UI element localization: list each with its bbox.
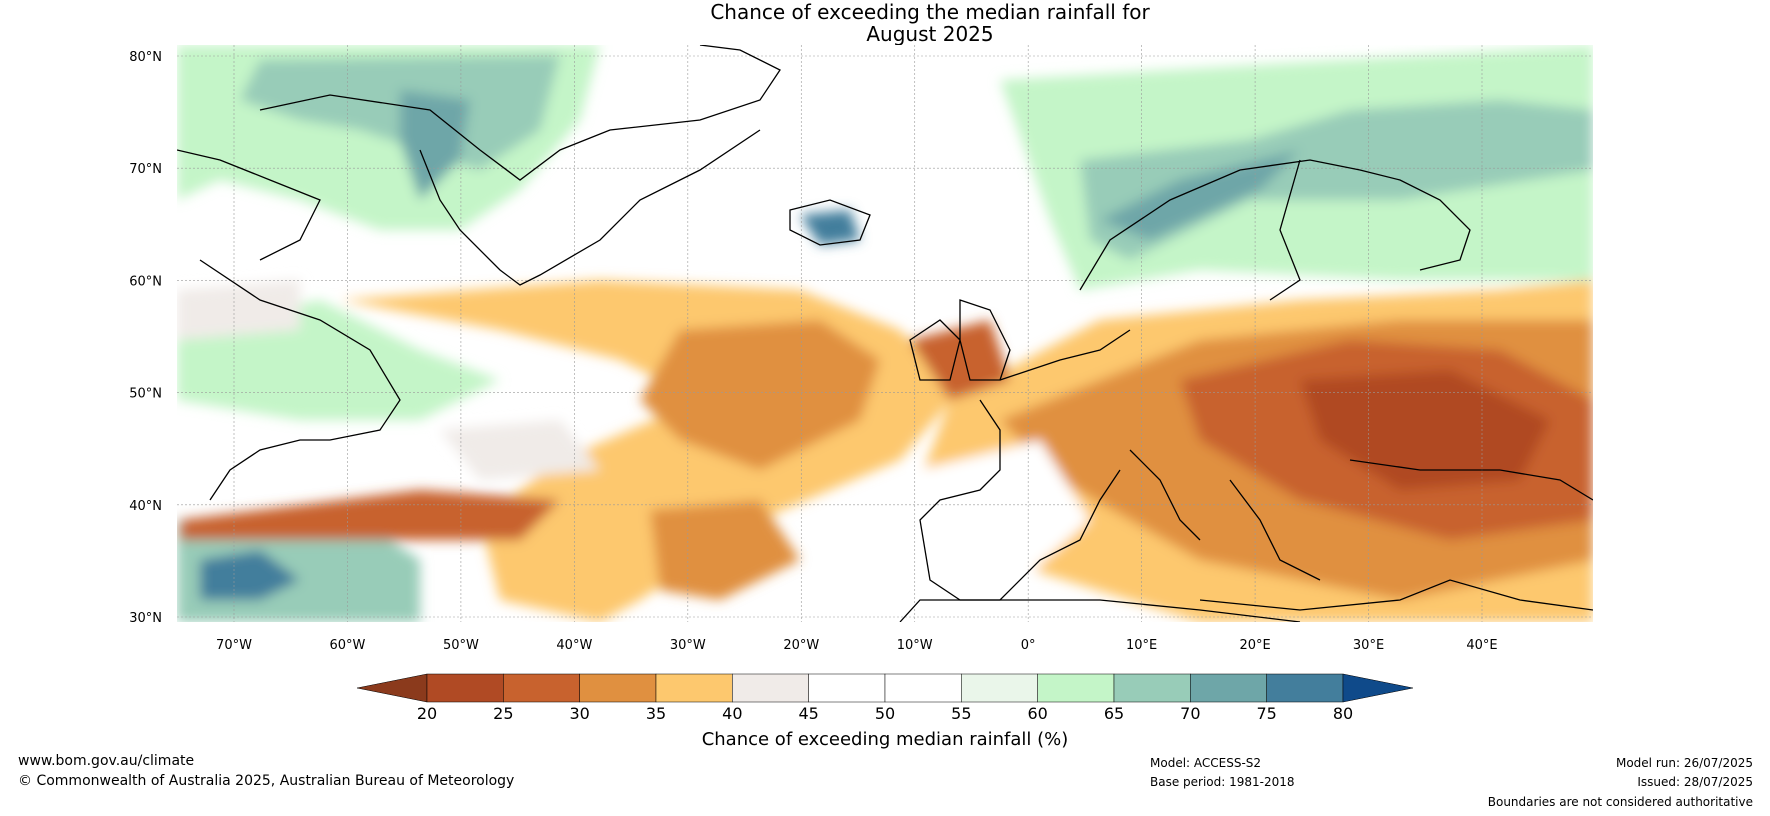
colorbar-segment — [503, 673, 580, 703]
colorbar-tick-label: 25 — [493, 704, 513, 723]
colorbar-segment — [961, 673, 1038, 703]
colorbar-extend-high — [1342, 673, 1414, 703]
wet-region-norway-deep — [1100, 150, 1300, 240]
longitude-label: 30°E — [1353, 638, 1384, 653]
colorbar-segment — [732, 673, 809, 703]
longitude-label: 20°W — [783, 638, 819, 653]
longitude-label: 40°E — [1466, 638, 1497, 653]
neutral-region-north-atlantic — [177, 280, 300, 340]
footer-copyright: © Commonwealth of Australia 2025, Austra… — [18, 773, 515, 789]
colorbar-segment — [426, 673, 504, 703]
longitude-label: 20°E — [1239, 638, 1270, 653]
longitude-label: 50°W — [443, 638, 479, 653]
coastlines — [177, 45, 1593, 622]
labrador-coastline — [199, 259, 401, 501]
colorbar-tick-label: 75 — [1256, 704, 1276, 723]
dry-region-atlantic-core — [640, 320, 880, 470]
latitude-labels: 80°N 70°N 60°N 50°N 40°N 30°N — [129, 50, 162, 626]
wet-region-iceland — [800, 210, 860, 245]
colorbar: 20 25 30 35 40 45 50 55 60 65 70 75 80 — [356, 673, 1414, 723]
colorbar-tick-label: 65 — [1104, 704, 1124, 723]
longitude-label: 70°W — [216, 638, 252, 653]
colorbar-tick-label: 80 — [1333, 704, 1353, 723]
footer-boundaries: Boundaries are not considered authoritat… — [1487, 795, 1753, 809]
iceland-coastline — [789, 199, 871, 246]
longitude-label: 10°W — [897, 638, 933, 653]
footer-model: Model: ACCESS-S2 — [1150, 756, 1262, 770]
longitude-label: 30°W — [670, 638, 706, 653]
dry-region-west-band — [180, 490, 560, 540]
rainfall-anomaly-fields — [177, 45, 1593, 622]
colorbar-segment — [808, 673, 886, 703]
latitude-label: 30°N — [129, 611, 162, 626]
latitude-label: 40°N — [129, 499, 162, 514]
colorbar-extend-low — [356, 673, 428, 703]
footer-issued: Issued: 28/07/2025 — [1637, 775, 1753, 789]
neutral-region-iberia — [920, 440, 1090, 600]
colorbar-tick-label: 40 — [722, 704, 742, 723]
europe-coastline — [919, 329, 1593, 611]
colorbar-tick-label: 70 — [1180, 704, 1200, 723]
colorbar-segment — [579, 673, 657, 703]
scandinavia-coastline — [1079, 159, 1471, 301]
latitude-label: 60°N — [129, 274, 162, 289]
longitude-label: 40°W — [556, 638, 592, 653]
colorbar-tick-label: 60 — [1027, 704, 1047, 723]
greenland-coastline — [259, 45, 781, 286]
colorbar-tick-label: 20 — [417, 704, 437, 723]
neutral-region-central-atlantic — [440, 420, 600, 480]
colorbar-segment — [1037, 673, 1115, 703]
map-plot-area — [177, 45, 1593, 622]
wet-region-southwest-deep — [200, 550, 300, 600]
colorbar-tick-label: 50 — [875, 704, 895, 723]
longitude-label: 0° — [1021, 638, 1036, 653]
wet-region-greenland-deep — [400, 90, 470, 200]
latitude-label: 70°N — [129, 162, 162, 177]
gridlines — [177, 45, 1593, 622]
colorbar-segment — [1266, 673, 1344, 703]
footer-model-run: Model run: 26/07/2025 — [1615, 756, 1753, 770]
colorbar-tick-label: 35 — [646, 704, 666, 723]
dry-region-subtropical — [650, 500, 800, 600]
longitude-label: 60°W — [330, 638, 366, 653]
colorbar-segment — [655, 673, 733, 703]
map-title-line2: August 2025 — [866, 22, 994, 46]
wet-region-norway-core — [1080, 100, 1593, 260]
colorbar-tick-label: 45 — [798, 704, 818, 723]
map-title-line1: Chance of exceeding the median rainfall … — [710, 0, 1150, 24]
baffin-island-coastline — [177, 149, 321, 261]
latitude-label: 50°N — [129, 387, 162, 402]
longitude-labels: 70°W 60°W 50°W 40°W 30°W 20°W 10°W 0° 10°E 20°E 30… — [216, 638, 1498, 653]
longitude-label: 10°E — [1126, 638, 1157, 653]
africa-coastline — [899, 599, 1301, 622]
dry-region-eastern-europe — [1300, 370, 1550, 490]
latitude-label: 80°N — [129, 50, 162, 65]
colorbar-title: Chance of exceeding median rainfall (%) — [702, 729, 1069, 750]
colorbar-tick-label: 55 — [951, 704, 971, 723]
footer-base-period: Base period: 1981-2018 — [1150, 775, 1295, 789]
footer-url: www.bom.gov.au/climate — [18, 753, 195, 769]
colorbar-segment — [1113, 673, 1191, 703]
colorbar-tick-label: 30 — [569, 704, 589, 723]
colorbar-segment — [884, 673, 962, 703]
colorbar-segment — [1190, 673, 1267, 703]
